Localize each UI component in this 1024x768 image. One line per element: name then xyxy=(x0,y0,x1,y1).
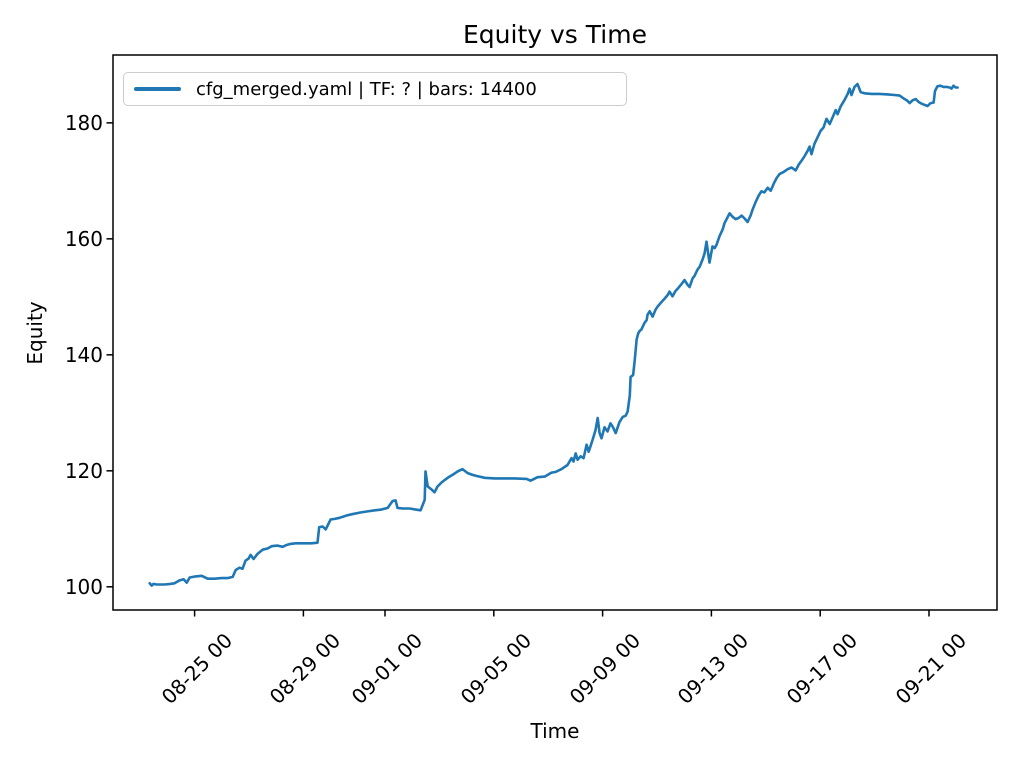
legend-label: cfg_merged.yaml | TF: ? | bars: 14400 xyxy=(196,78,537,100)
legend-line-swatch xyxy=(134,87,181,91)
legend: cfg_merged.yaml | TF: ? | bars: 14400 xyxy=(123,72,627,106)
y-tick-label: 160 xyxy=(64,226,103,251)
y-tick-label: 100 xyxy=(64,574,103,599)
y-tick-label: 180 xyxy=(64,110,103,135)
chart-title: Equity vs Time xyxy=(463,20,647,49)
equity-line xyxy=(148,82,959,587)
axes-frame xyxy=(112,54,998,611)
y-tick-label: 140 xyxy=(64,342,103,367)
y-tick-label: 120 xyxy=(64,458,103,483)
x-axis-label: Time xyxy=(530,719,580,743)
